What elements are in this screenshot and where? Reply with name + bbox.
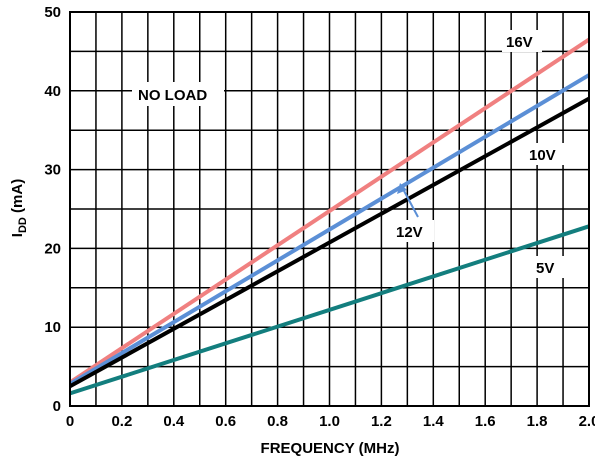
y-tick-label: 40 [44,83,61,100]
x-tick-label: 0.8 [267,413,288,430]
y-axis-title-unit: (mA) [9,179,26,217]
x-tick-label: 1.2 [371,413,392,430]
series-label-12v-arrowhead [397,183,407,194]
y-tick-label: 0 [53,398,61,415]
no-load-label: NO LOAD [138,87,207,104]
series-lines [68,37,591,396]
series-label-16v: 16V [506,34,533,51]
plot-frame [69,11,590,407]
x-tick-label: 1.0 [319,413,340,430]
y-axis-title-main: I [9,233,26,237]
series-line-10v [69,96,590,389]
series-line-5v [69,224,590,396]
x-tick-label: 1.4 [423,413,445,430]
series-label-10v: 10V [529,147,556,164]
series-label-12v-bg [392,220,434,242]
series-label-16v-bg [502,30,542,52]
x-tick-label: 2.0 [579,413,595,430]
series-line-12v [68,73,591,386]
series-label-12v-pointer [402,188,419,218]
x-tick-label: 1.8 [527,413,548,430]
y-tick-labels: 0 10 20 30 40 50 [44,4,61,415]
grid [70,12,589,406]
x-tick-label: 1.6 [475,413,496,430]
x-tick-label: 0 [66,413,74,430]
y-axis-title-sub: DD [17,217,29,233]
x-tick-label: 0.6 [215,413,236,430]
series-label-5v-bg [532,256,564,278]
series-label-10v-bg [525,143,567,165]
no-load-label-bg [132,82,224,106]
series-label-12v: 12V [396,224,423,241]
y-tick-label: 10 [44,319,61,336]
x-tick-label: 0.4 [163,413,185,430]
x-tick-labels: 0 0.2 0.4 0.6 0.8 1.0 1.2 1.4 1.6 1.8 2.0 [66,413,595,430]
series-label-5v: 5V [536,260,554,277]
series-line-16v [68,37,591,385]
y-tick-label: 30 [44,162,61,179]
y-tick-label: 20 [44,240,61,257]
y-tick-label: 50 [44,4,61,21]
x-axis-title: FREQUENCY (MHz) [261,440,400,457]
y-axis-title: IDD (mA) [9,179,29,237]
x-tick-label: 0.2 [111,413,132,430]
